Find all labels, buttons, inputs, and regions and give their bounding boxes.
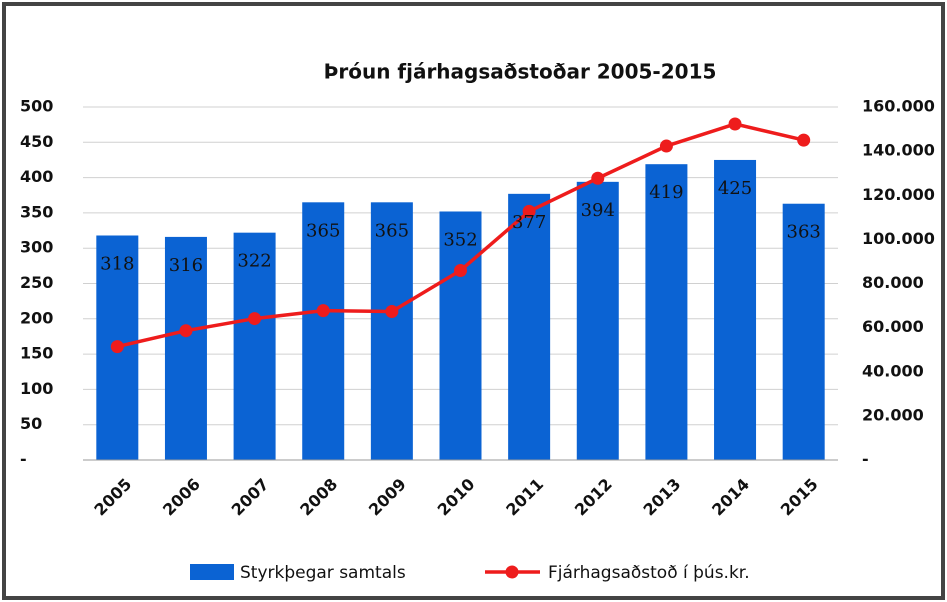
legend-swatch xyxy=(190,564,234,580)
y2-tick-label: 20.000 xyxy=(862,405,924,424)
data-label: 365 xyxy=(306,220,340,241)
data-label: 363 xyxy=(787,222,821,243)
bar xyxy=(164,236,207,460)
legend-label: Styrkþegar samtals xyxy=(240,563,406,583)
line-marker xyxy=(110,340,124,354)
y-tick-label: 100 xyxy=(20,379,53,398)
data-label: 377 xyxy=(512,212,546,233)
line-marker xyxy=(385,305,399,319)
data-label: 316 xyxy=(169,255,203,276)
bar xyxy=(370,202,413,460)
bar xyxy=(233,232,276,460)
legend-label: Fjárhagsaðstoð í þús.kr. xyxy=(548,563,750,583)
bar xyxy=(439,211,482,460)
line-marker xyxy=(454,263,467,277)
bar xyxy=(645,164,688,460)
y2-tick-label: - xyxy=(862,450,869,469)
y-tick-label: 500 xyxy=(20,97,53,116)
bar xyxy=(508,193,551,460)
line-marker xyxy=(659,139,673,153)
y2-tick-label: 40.000 xyxy=(862,361,924,380)
line-marker xyxy=(522,204,536,218)
line-marker xyxy=(179,324,193,338)
y2-tick-label: 140.000 xyxy=(862,141,935,160)
line-marker xyxy=(316,304,330,318)
y2-tick-label: 100.000 xyxy=(862,229,935,248)
bar xyxy=(302,202,345,460)
bar xyxy=(576,181,619,460)
y-tick-label: 300 xyxy=(20,238,53,257)
line-marker xyxy=(248,312,262,326)
y-tick-label: 400 xyxy=(20,167,53,186)
data-label: 419 xyxy=(649,182,683,203)
data-label: 394 xyxy=(581,200,615,221)
y-tick-label: 350 xyxy=(20,202,53,221)
line-marker xyxy=(797,133,811,147)
data-label: 322 xyxy=(237,251,271,272)
legend-marker xyxy=(505,565,519,579)
y-tick-label: 250 xyxy=(20,273,53,292)
data-label: 352 xyxy=(443,229,477,250)
bar xyxy=(714,159,757,460)
y2-tick-label: 80.000 xyxy=(862,273,924,292)
line-marker xyxy=(591,171,605,185)
y-tick-label: 50 xyxy=(20,414,42,433)
y-tick-label: 450 xyxy=(20,132,53,151)
data-label: 318 xyxy=(100,253,134,274)
y-tick-label: 150 xyxy=(20,344,53,363)
bar xyxy=(782,203,825,461)
y-tick-label: - xyxy=(20,450,27,469)
y-tick-label: 200 xyxy=(20,308,53,327)
line-marker xyxy=(728,117,742,131)
chart-title: Þróun fjárhagsaðstoðar 2005-2015 xyxy=(324,60,717,84)
data-label: 365 xyxy=(375,220,409,241)
y2-tick-label: 60.000 xyxy=(862,317,924,336)
y2-tick-label: 120.000 xyxy=(862,185,935,204)
data-label: 425 xyxy=(718,178,752,199)
y2-tick-label: 160.000 xyxy=(862,97,935,116)
